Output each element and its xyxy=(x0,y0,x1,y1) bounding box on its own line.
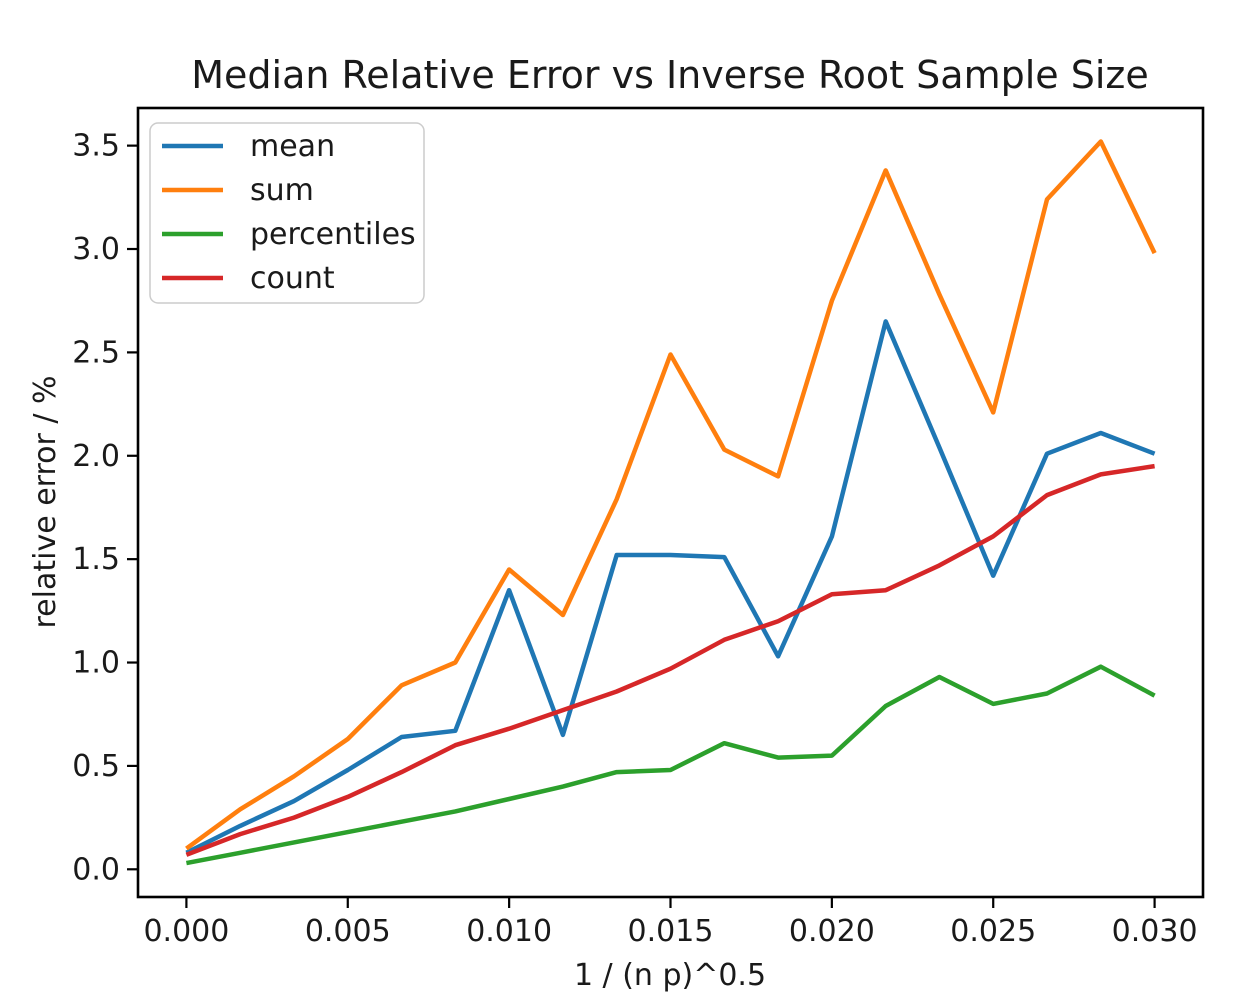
x-tick-label: 0.005 xyxy=(305,914,391,949)
y-tick-label: 0.0 xyxy=(72,852,120,887)
y-tick-label: 2.5 xyxy=(72,335,120,370)
series-line-count xyxy=(185,463,1155,857)
chart-title: Median Relative Error vs Inverse Root Sa… xyxy=(191,53,1148,97)
y-tick-label: 3.0 xyxy=(72,232,120,267)
series-line-sum xyxy=(185,139,1157,851)
y-tick-label: 3.5 xyxy=(72,129,120,164)
legend-label-percentiles: percentiles xyxy=(250,217,416,252)
y-tick-label: 1.5 xyxy=(72,542,120,577)
y-tick-label: 1.0 xyxy=(72,646,120,681)
x-tick-label: 0.015 xyxy=(628,914,714,949)
x-axis-label: 1 / (n p)^0.5 xyxy=(574,958,766,993)
y-tick-label: 2.0 xyxy=(72,439,120,474)
plot-area: 0.000 0.005 0.010 0.015 0.020 0.025 0.030 0.0 0.… xyxy=(72,106,1205,949)
legend-label-sum: sum xyxy=(250,173,314,208)
legend-box xyxy=(149,122,425,304)
series-line-mean xyxy=(185,319,1156,855)
y-tick-label: 0.5 xyxy=(72,749,120,784)
legend-label-count: count xyxy=(250,261,335,296)
legend-label-mean: mean xyxy=(250,129,335,164)
y-axis-label: relative error / % xyxy=(28,375,63,628)
x-tick-label: 0.030 xyxy=(1112,914,1198,949)
x-tick-label: 0.020 xyxy=(789,914,875,949)
series-line-percentiles xyxy=(185,664,1156,866)
x-tick-label: 0.010 xyxy=(466,914,552,949)
x-tick-label: 0.025 xyxy=(950,914,1036,949)
x-tick-label: 0.000 xyxy=(143,914,229,949)
